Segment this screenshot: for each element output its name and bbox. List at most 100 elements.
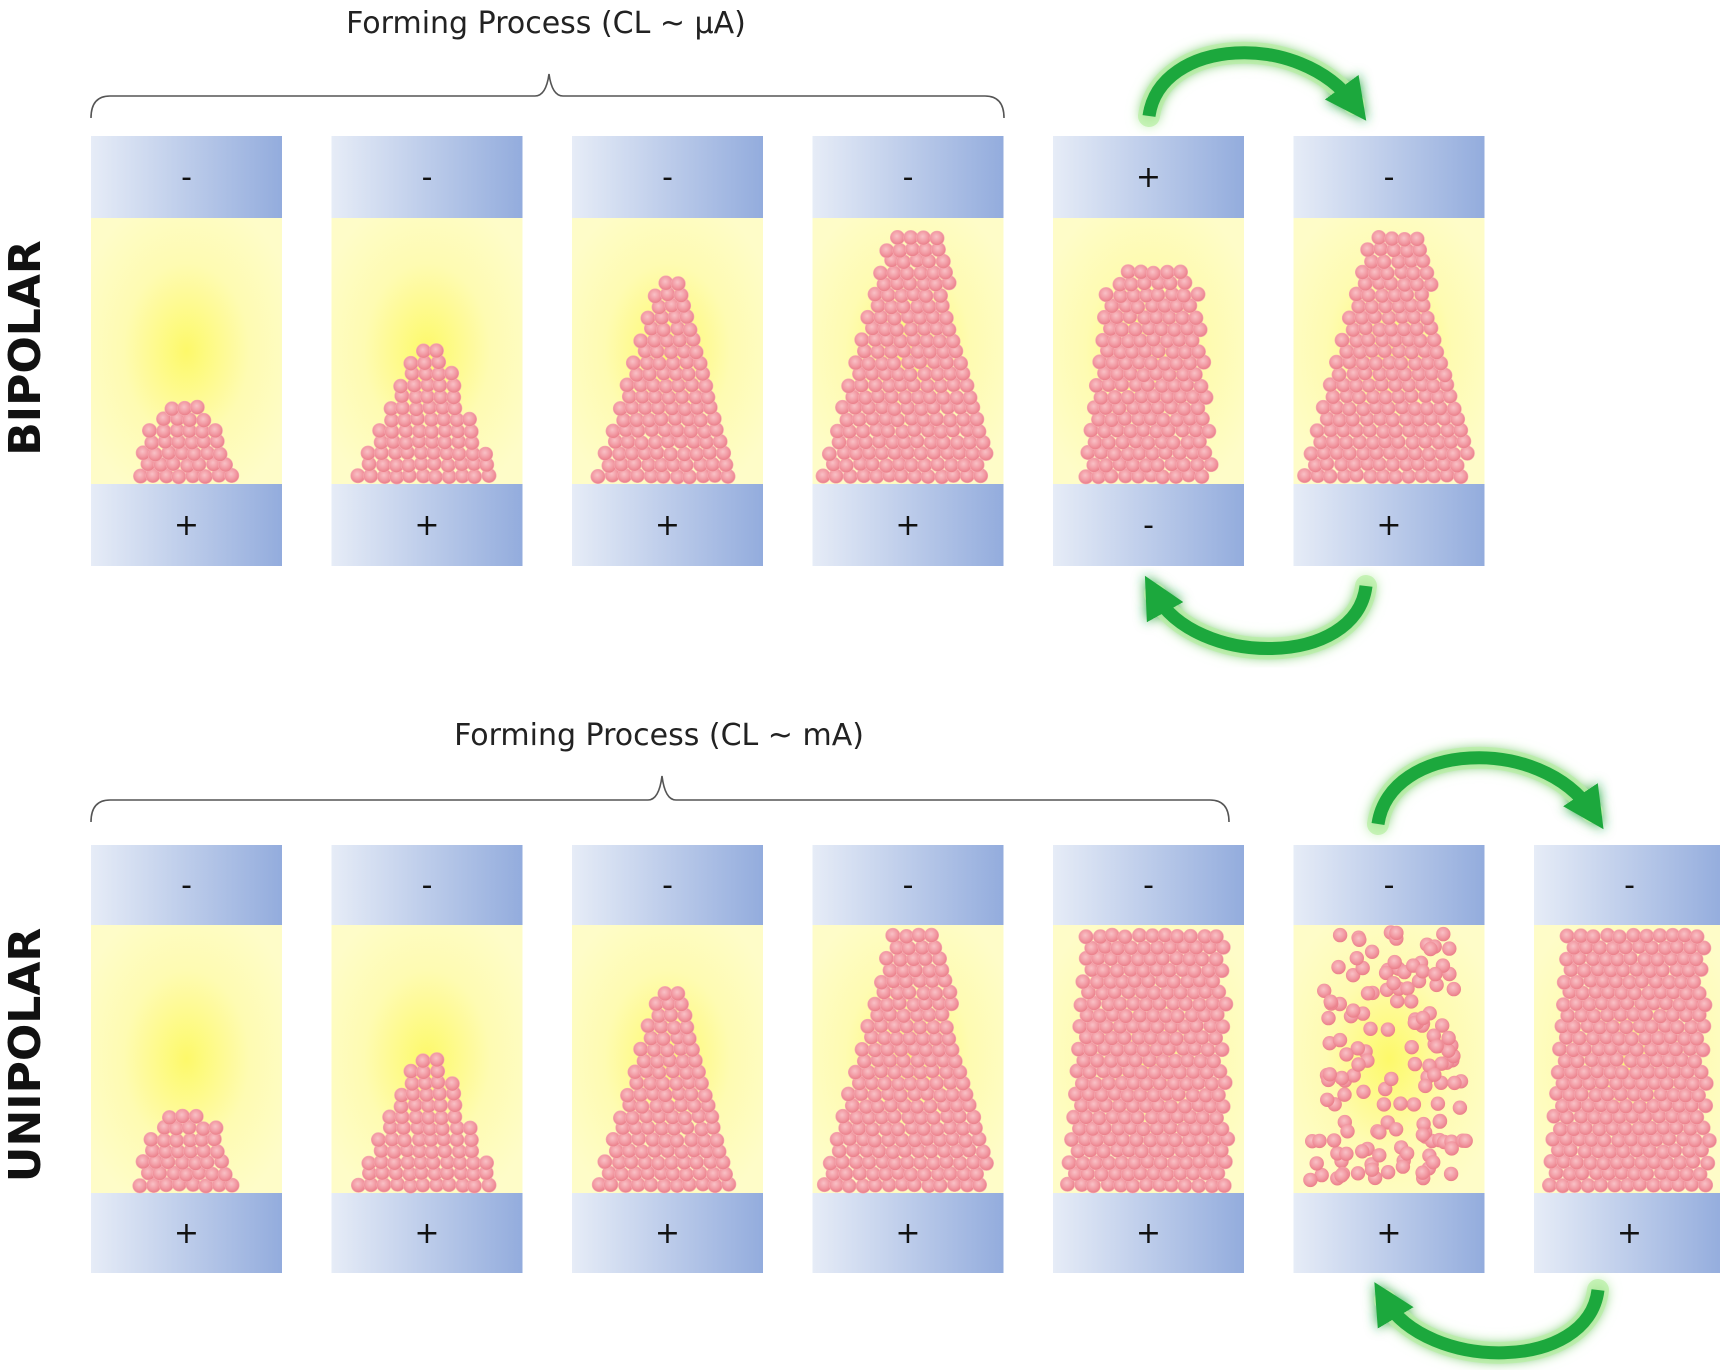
vacancy-particle bbox=[903, 230, 919, 246]
vacancy-particle bbox=[634, 1144, 650, 1160]
vacancy-particle bbox=[1441, 1030, 1456, 1046]
vacancy-particle bbox=[1376, 1097, 1392, 1112]
vacancy-particle bbox=[175, 1108, 191, 1124]
vacancy-particle bbox=[1426, 1155, 1441, 1170]
vacancy-particle bbox=[1183, 928, 1199, 944]
vacancy-particle bbox=[1073, 997, 1089, 1013]
filament-particles bbox=[590, 275, 736, 485]
vacancy-particle bbox=[878, 950, 894, 966]
filament-particles bbox=[815, 230, 994, 485]
device-cell: -+ bbox=[91, 136, 282, 566]
top-electrode-sign: - bbox=[662, 868, 673, 903]
vacancy-particle bbox=[1380, 1022, 1396, 1037]
device-cell: -+ bbox=[331, 136, 523, 566]
vacancy-particle bbox=[1297, 468, 1313, 484]
vacancy-particle bbox=[821, 446, 837, 462]
vacancy-particle bbox=[923, 927, 939, 943]
vacancy-particle bbox=[1689, 929, 1705, 945]
bottom-electrode-sign: + bbox=[655, 1216, 680, 1251]
filament-particles bbox=[1542, 927, 1717, 1194]
vacancy-particle bbox=[1356, 1084, 1371, 1100]
vacancy-particle bbox=[1323, 994, 1338, 1009]
bottom-electrode-sign: + bbox=[1136, 1216, 1161, 1251]
vacancy-particle bbox=[1376, 254, 1392, 270]
bottom-electrode bbox=[331, 484, 523, 566]
vacancy-particle bbox=[647, 434, 663, 450]
vacancy-particle bbox=[624, 1110, 640, 1126]
vacancy-particle bbox=[1218, 996, 1234, 1012]
top-electrode-sign: - bbox=[903, 868, 914, 903]
vacancy-particle bbox=[1339, 1047, 1354, 1062]
vacancy-particle bbox=[1444, 1141, 1459, 1156]
cycle-arrow-top-bipolar bbox=[1138, 41, 1367, 127]
vacancy-particle bbox=[597, 1154, 613, 1170]
vacancy-particle bbox=[885, 927, 901, 943]
top-electrode-sign: - bbox=[1384, 868, 1395, 903]
vacancy-particle bbox=[1132, 927, 1148, 943]
vacancy-particle bbox=[1419, 401, 1435, 417]
vacancy-particle bbox=[886, 265, 902, 281]
vacancy-particle bbox=[142, 423, 158, 439]
bottom-electrode bbox=[1053, 1193, 1244, 1273]
vacancy-particle bbox=[1332, 1032, 1348, 1048]
filament-particles bbox=[1303, 925, 1473, 1188]
vacancy-particle bbox=[1415, 1165, 1430, 1180]
vacancy-particle bbox=[1098, 287, 1114, 303]
vacancy-particle bbox=[1312, 1133, 1327, 1149]
top-electrode bbox=[812, 845, 1004, 925]
vacancy-particle bbox=[1355, 1144, 1370, 1159]
vacancy-particle bbox=[1176, 288, 1192, 304]
vacancy-particle bbox=[1210, 1087, 1226, 1103]
vacancy-particle bbox=[1159, 264, 1175, 280]
vacancy-particle bbox=[1091, 1110, 1107, 1126]
filament-particles bbox=[1078, 264, 1219, 485]
top-electrode bbox=[1534, 845, 1720, 925]
bottom-electrode-sign: + bbox=[1376, 508, 1401, 543]
forming-bracket-unipolar bbox=[90, 775, 1230, 823]
vacancy-particle bbox=[1325, 389, 1341, 405]
vacancy-particle bbox=[1120, 389, 1136, 405]
top-electrode-sign: - bbox=[422, 868, 433, 903]
vacancy-particle bbox=[633, 1041, 649, 1057]
vacancy-particle bbox=[1332, 412, 1348, 428]
vacancy-particle bbox=[1387, 954, 1402, 970]
vacancy-particle bbox=[143, 1132, 159, 1148]
bottom-electrode bbox=[572, 1193, 763, 1273]
bottom-electrode bbox=[331, 1193, 523, 1273]
row-label-bipolar: BIPOLAR bbox=[0, 240, 51, 456]
vacancy-particle bbox=[949, 390, 965, 406]
vacancy-particle bbox=[886, 401, 902, 417]
vacancy-particle bbox=[1123, 276, 1139, 292]
vacancy-particle bbox=[1173, 264, 1189, 280]
vacancy-particle bbox=[1169, 928, 1185, 944]
vacancy-particle bbox=[655, 322, 671, 338]
top-electrode-sign: - bbox=[662, 160, 673, 195]
vacancy-particle bbox=[188, 1108, 204, 1124]
top-electrode bbox=[572, 845, 763, 925]
vacancy-particle bbox=[1114, 322, 1130, 338]
vacancy-particle bbox=[195, 1121, 211, 1137]
vacancy-particle bbox=[1442, 941, 1457, 956]
vacancy-particle bbox=[224, 1177, 240, 1193]
vacancy-particle bbox=[1400, 981, 1415, 996]
vacancy-particle bbox=[1145, 265, 1161, 281]
vacancy-particle bbox=[922, 1098, 938, 1114]
device-cell: -+ bbox=[812, 136, 1004, 566]
vacancy-particle bbox=[189, 399, 205, 415]
vacancy-particle bbox=[1384, 1071, 1399, 1087]
bottom-electrode-sign: + bbox=[895, 508, 920, 543]
vacancy-particle bbox=[1203, 457, 1219, 473]
vacancy-particle bbox=[1095, 963, 1111, 979]
vacancy-particle bbox=[1317, 983, 1332, 998]
bottom-electrode bbox=[572, 484, 763, 566]
top-electrode bbox=[1053, 136, 1244, 218]
vacancy-particle bbox=[840, 1086, 856, 1102]
device-cell: -+ bbox=[572, 845, 763, 1273]
vacancy-particle bbox=[669, 1133, 685, 1149]
vacancy-particle bbox=[1380, 1165, 1396, 1180]
top-electrode-sign: - bbox=[1143, 868, 1154, 903]
vacancy-particle bbox=[1434, 1056, 1449, 1071]
vacancy-particle bbox=[1418, 1078, 1433, 1094]
vacancy-particle bbox=[1351, 1057, 1366, 1072]
